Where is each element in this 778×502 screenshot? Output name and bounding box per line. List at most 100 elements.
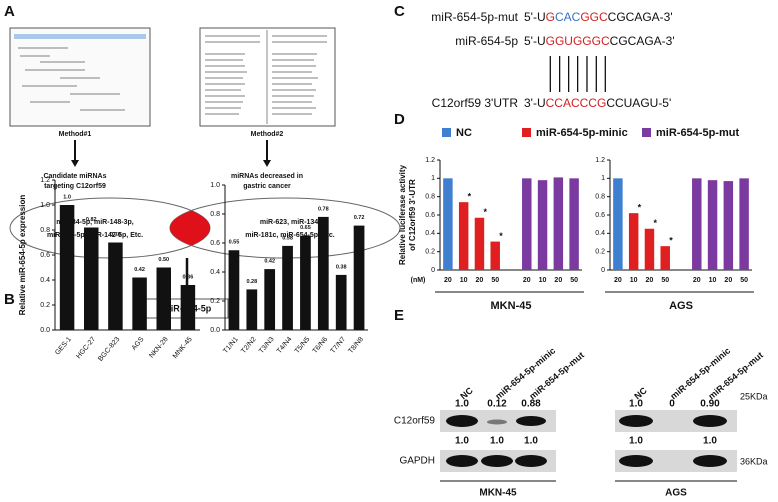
- bar: [59, 205, 75, 330]
- method-result: Candidate miRNAs: [43, 173, 106, 180]
- x-tick-label: T5/N5: [294, 336, 312, 355]
- y-tick-label: 0.6: [425, 212, 435, 219]
- method-result: targeting C12orf59: [44, 183, 106, 190]
- bar: [156, 267, 171, 330]
- value-label: 0.36: [183, 274, 194, 280]
- x-tick-label: 50: [740, 277, 748, 284]
- y-tick-label: 1: [431, 175, 435, 182]
- value-label: 0.72: [354, 215, 365, 221]
- x-tick-label: NKN-28: [148, 336, 169, 360]
- y-tick-label: 0.4: [210, 269, 220, 276]
- y-tick-label: 0: [601, 267, 605, 274]
- method-label: Method#1: [59, 131, 92, 138]
- value-label: 1.0: [63, 194, 71, 200]
- x-tick-label: AGS: [131, 336, 146, 352]
- y-tick-label: 0.2: [210, 298, 220, 305]
- method-result: miRNAs decreased in: [231, 173, 303, 180]
- sequence: 5'-UGGUGGGCCGCAGA-3': [524, 34, 675, 48]
- value-label: 0.82: [86, 217, 97, 223]
- x-tick-label: GES-1: [54, 336, 73, 357]
- x-tick-label: T6/N6: [312, 336, 330, 355]
- size-label: 36KDa: [740, 456, 768, 466]
- venn-text: miR-34-5p, miR-148-3p,: [56, 219, 133, 226]
- x-tick-label: 20: [476, 277, 484, 284]
- venn-text: miR-181c, miR-654-5p, Etc.: [245, 232, 335, 239]
- panel-label: E: [394, 307, 404, 324]
- bands: [446, 415, 727, 467]
- bar: [569, 178, 579, 270]
- y-tick-label: 0: [431, 267, 435, 274]
- x-tick-label: T1/N1: [222, 336, 240, 355]
- bar: [282, 245, 293, 330]
- y-tick-label: 1.0: [210, 182, 220, 189]
- x-tick-label: 20: [444, 277, 452, 284]
- value-label: 0.28: [246, 279, 257, 285]
- value-label: 0.38: [336, 264, 347, 270]
- method-label: Method#2: [251, 131, 284, 138]
- x-axis-label: (nM): [411, 277, 426, 284]
- sequence-part: 3'-U: [524, 96, 546, 110]
- significance: *: [638, 203, 642, 213]
- y-tick-label: 0.6: [595, 212, 605, 219]
- sequence-part: G: [546, 10, 555, 24]
- y-tick-label: 1: [601, 175, 605, 182]
- bar: [317, 216, 329, 330]
- x-tick-label: T4/N4: [276, 336, 294, 355]
- group-label: AGS: [669, 300, 693, 312]
- y-tick-label: 0.2: [595, 249, 605, 256]
- x-tick-label: 20: [693, 277, 701, 284]
- x-tick-label: HGC-27: [75, 336, 97, 360]
- x-tick-label: 50: [661, 277, 669, 284]
- y-tick-label: 0.0: [210, 327, 220, 334]
- y-tick-label: 0.6: [210, 240, 220, 247]
- ratio: 1.0: [490, 436, 504, 447]
- y-tick-label: 0.8: [40, 227, 50, 234]
- y-tick-label: 0.4: [595, 230, 605, 237]
- lane-label: miR-654-5p-minic: [493, 345, 557, 401]
- x-tick-label: 10: [460, 277, 468, 284]
- ratio: 0.90: [700, 399, 720, 410]
- y-axis-label: of C12orf59 3'-UTR: [408, 179, 417, 251]
- sequence-part: CGCAGA-3': [610, 34, 675, 48]
- x-tick-label: 20: [646, 277, 654, 284]
- value-label: 0.65: [300, 225, 311, 231]
- bar: [522, 178, 532, 270]
- bar: [490, 241, 500, 270]
- y-tick-label: 0.4: [40, 277, 50, 284]
- y-tick-label: 0.0: [40, 327, 50, 334]
- x-tick-label: 10: [630, 277, 638, 284]
- x-tick-label: T8/N8: [347, 336, 365, 355]
- bar: [660, 246, 670, 270]
- value-label: 0.78: [318, 206, 329, 212]
- bar: [537, 180, 548, 270]
- sequence: 5'-UGCACGGCCGCAGA-3': [524, 10, 673, 24]
- value-label: 0.55: [229, 240, 240, 246]
- sequence: 3'-UCCACCCGCCUAGU-5': [524, 96, 671, 110]
- ratio: 0.88: [521, 399, 541, 410]
- bar: [84, 227, 99, 330]
- y-tick-label: 0.8: [425, 194, 435, 201]
- y-tick-label: 0.2: [425, 249, 435, 256]
- bar: [300, 235, 311, 330]
- bar: [739, 178, 749, 270]
- y-tick-label: 0.4: [425, 230, 435, 237]
- y-tick-label: 1.2: [595, 157, 605, 164]
- legend-label: miR-654-5p-mut: [656, 127, 739, 139]
- bar: [108, 242, 123, 330]
- sequence-part: GGUGGGC: [546, 34, 610, 48]
- value-label: 0.70: [110, 232, 121, 238]
- bar: [264, 269, 276, 330]
- sequence-part: CCACCCG: [546, 96, 607, 110]
- value-label: 0.42: [264, 259, 275, 265]
- sequence-part: 5'-U: [524, 34, 546, 48]
- y-axis-label: Relative miR-654-5p expression: [18, 195, 27, 316]
- x-tick-label: T7/N7: [330, 336, 348, 355]
- bar: [132, 277, 147, 330]
- y-tick-label: 1.2: [425, 157, 435, 164]
- bar: [644, 228, 655, 270]
- sequence-label: miR-654-5p: [455, 34, 518, 48]
- bar: [628, 213, 639, 270]
- x-tick-label: 10: [539, 277, 547, 284]
- ratio: 1.0: [629, 436, 643, 447]
